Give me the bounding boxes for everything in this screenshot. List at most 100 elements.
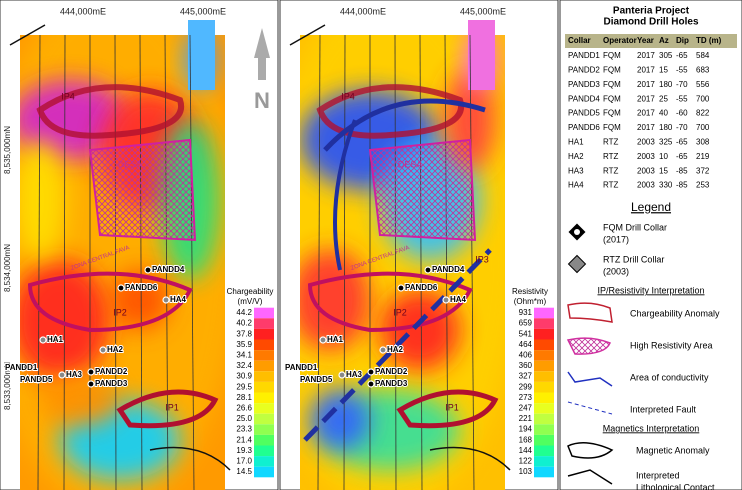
survey-line (189, 34, 195, 490)
scale-swatch (254, 307, 274, 319)
anomaly-label: IP4 (61, 91, 75, 101)
scale-label: 44.2 (236, 308, 252, 317)
legend-text: Chargeability Anomaly (630, 308, 720, 318)
table-cell: -65 (676, 152, 688, 161)
map-color-zone (20, 260, 110, 380)
scale-label: 28.1 (236, 393, 252, 402)
fqm-symbol-dot (574, 229, 580, 235)
high-resistivity-area (368, 138, 477, 242)
north-label: N (254, 88, 270, 113)
table-cell: 10 (659, 152, 668, 161)
scale-swatch (534, 403, 554, 414)
map-color-zone (310, 390, 370, 450)
scale-label: 30.9 (236, 372, 252, 381)
table-cell: PANDD3 (568, 80, 600, 89)
table-cell: FQM (603, 51, 621, 60)
legend-text: (2017) (603, 234, 629, 244)
drill-collar (442, 296, 450, 304)
table-cell: PANDD4 (568, 94, 600, 103)
magnetic-anomaly (9, 24, 231, 471)
table-cell: FQM (603, 94, 621, 103)
legend-heading: Magnetics Interpretation (603, 423, 700, 433)
table-cell: PANDD2 (568, 66, 600, 75)
scale-label: 299 (519, 382, 533, 391)
collar-label: HA4 (170, 295, 187, 304)
collar-label: PANDD3 (375, 379, 408, 388)
scale-swatch (254, 392, 274, 404)
scale-swatch (534, 339, 554, 351)
legend-title: Legend (631, 200, 671, 214)
scale-swatch (254, 381, 274, 393)
table-cell: -70 (676, 123, 688, 132)
scale-swatch (254, 445, 274, 457)
drill-collar (19, 364, 27, 372)
chargeability-anomaly (307, 271, 473, 333)
collar-label: HA1 (47, 335, 64, 344)
table-cell: RTZ (603, 181, 619, 190)
scale-swatch (534, 456, 554, 467)
table-cell: 330 (659, 181, 673, 190)
table-header: Az (659, 36, 669, 45)
table-cell: PANDD6 (568, 123, 600, 132)
easting-label: 445,000mE (180, 6, 226, 16)
collar-label: PANDD4 (432, 265, 465, 274)
map-color-zone (110, 270, 170, 330)
northing-label: 8,535,000mN (3, 126, 12, 174)
table-cell: 2017 (637, 66, 655, 75)
table-cell: FQM (603, 109, 621, 118)
drill-collar (367, 368, 375, 376)
scale-swatch (534, 434, 554, 446)
anomaly-label: IP2 (393, 307, 407, 317)
drill-collar (319, 336, 327, 344)
easting-label: 444,000mE (60, 6, 106, 16)
survey-line (419, 34, 423, 490)
area-of-conductivity (333, 119, 357, 271)
table-cell: 2017 (637, 123, 655, 132)
legend-frame (559, 0, 742, 490)
scale-label: 35.9 (236, 340, 252, 349)
scale-label: 464 (519, 340, 533, 349)
survey-line (394, 34, 397, 490)
table-cell: 2003 (637, 152, 655, 161)
scale-label: 194 (519, 425, 533, 434)
scale-swatch (534, 371, 554, 382)
scale-title: Chargeability (227, 287, 274, 296)
scale-label: 327 (519, 372, 533, 381)
legend-text: Area of conductivity (630, 372, 709, 382)
legend-symbol (567, 401, 613, 415)
scale-label: 103 (519, 467, 533, 476)
table-cell: 253 (696, 181, 710, 190)
scale-swatch (254, 371, 274, 382)
drill-collar (314, 376, 322, 384)
scale-label: 32.4 (236, 361, 252, 370)
table-cell: 556 (696, 80, 710, 89)
legend-text: FQM Drill Collar (603, 222, 667, 232)
collar-label: PANDD6 (125, 283, 158, 292)
legend-heading: IP/Resistivity Interpretation (597, 285, 704, 295)
scale-swatch (534, 381, 554, 393)
legend-text: Interpreted Fault (630, 404, 697, 414)
collar-label: PANDD4 (152, 265, 185, 274)
collar-label: HA1 (327, 335, 344, 344)
table-cell: 2017 (637, 94, 655, 103)
scale-label: 122 (519, 457, 533, 466)
magnetic-anomaly (289, 24, 511, 471)
drill-collar (39, 336, 47, 344)
table-cell: 15 (659, 166, 668, 175)
scale-label: 34.1 (236, 351, 252, 360)
legend-text: (2003) (603, 266, 629, 276)
scale-swatch (254, 413, 274, 425)
drill-collar (162, 296, 170, 304)
scale-swatch (534, 350, 554, 361)
survey-line (63, 34, 66, 490)
scale-swatch (534, 413, 554, 425)
table-cell: -85 (676, 166, 688, 175)
legend-symbol (566, 337, 611, 355)
table-cell: -65 (676, 51, 688, 60)
table-cell: 683 (696, 66, 710, 75)
scale-swatch (254, 360, 274, 372)
table-cell: 308 (696, 138, 710, 147)
collar-label: HA3 (346, 370, 363, 379)
scale-swatch (254, 350, 274, 361)
collar-label: PANDD1 (285, 363, 318, 372)
